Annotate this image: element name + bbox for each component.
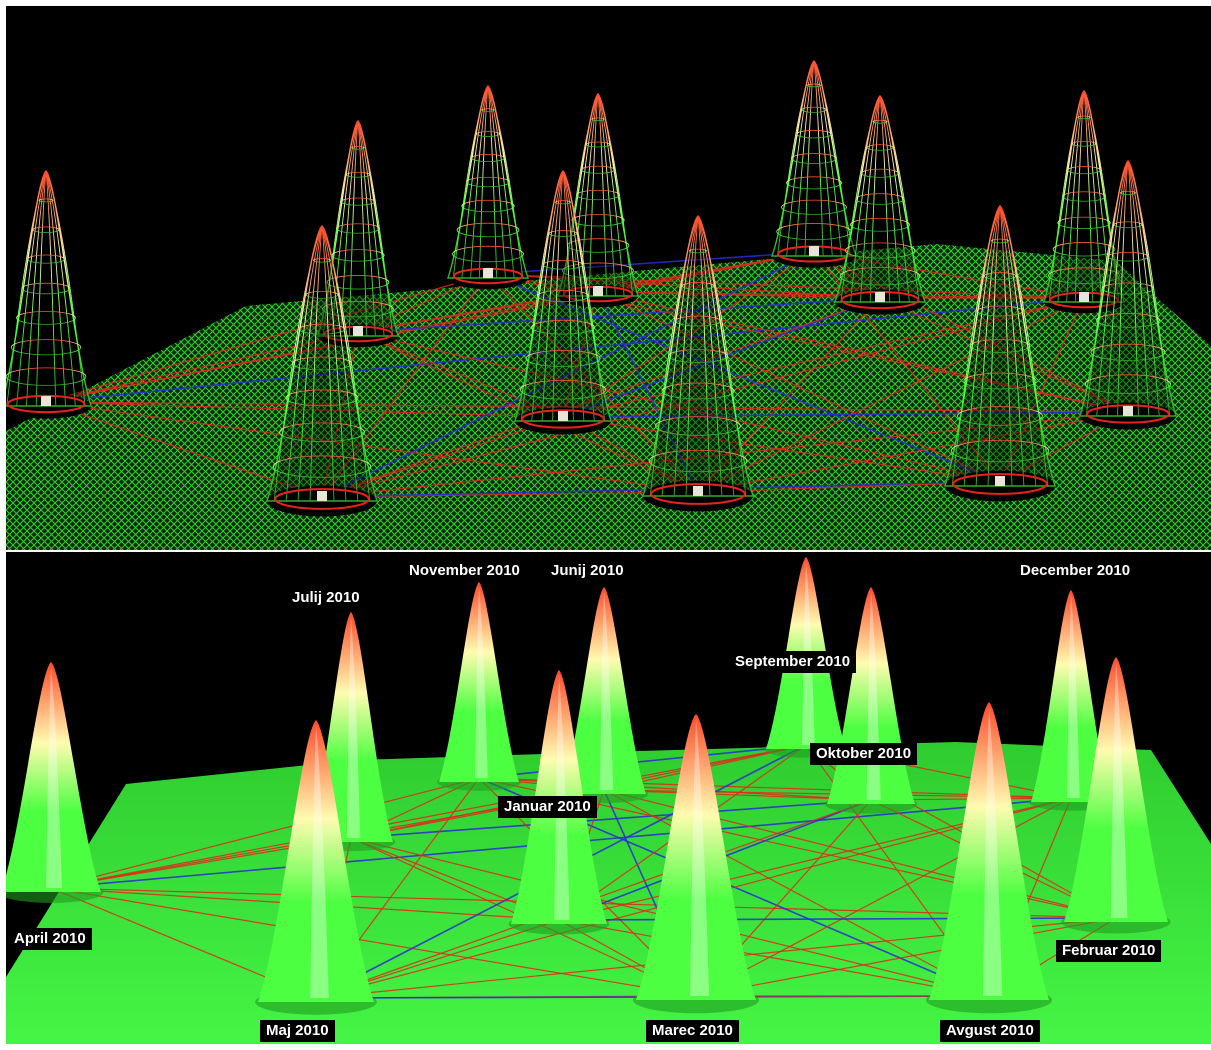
network-link	[321, 297, 1085, 498]
shaded-peak	[824, 587, 918, 814]
network-link	[487, 273, 1001, 483]
network-link	[45, 401, 1129, 413]
wireframe-landscape-view	[6, 6, 1211, 550]
label-januar-2010: Januar 2010	[498, 796, 597, 818]
wireframe-peak	[771, 60, 857, 268]
shaded-peak	[6, 662, 104, 903]
network-link	[478, 744, 807, 779]
network-link	[697, 411, 1129, 493]
network-link	[562, 297, 881, 418]
network-link	[45, 331, 359, 403]
shaded-peak	[1029, 590, 1113, 811]
network-link	[562, 291, 599, 418]
network-link	[50, 777, 480, 889]
wireframe-peak	[944, 204, 1056, 502]
network-link	[813, 251, 1085, 299]
network-link	[597, 291, 1001, 483]
shaded-peak	[437, 582, 521, 791]
shaded-peak	[1061, 657, 1171, 934]
shaded-peak	[633, 714, 759, 1014]
network-link	[321, 251, 815, 498]
network-link	[50, 887, 697, 997]
label-julij-2010: Julij 2010	[292, 589, 360, 606]
wireframe-peak	[266, 225, 378, 517]
network-link	[603, 789, 872, 801]
network-link	[558, 919, 990, 997]
network-link	[697, 297, 1085, 493]
label-december-2010: December 2010	[1020, 562, 1131, 579]
wireframe-landscape-canvas	[6, 60, 1211, 550]
label-marec-2010: Marec 2010	[646, 1020, 739, 1042]
wireframe-peak	[1043, 89, 1125, 314]
label-maj-2010: Maj 2010	[260, 1020, 335, 1042]
network-link	[562, 297, 1085, 418]
shaded-peak	[926, 702, 1052, 1014]
network-link	[321, 273, 489, 498]
network-link	[562, 251, 815, 418]
label-november-2010: November 2010	[409, 562, 520, 579]
network-link	[357, 331, 564, 418]
label-februar-2010: Februar 2010	[1056, 940, 1162, 962]
mesh-ground-plane	[6, 244, 1211, 550]
wireframe-peak	[447, 85, 529, 290]
wireframe-peak	[514, 169, 612, 435]
network-link	[813, 251, 1129, 413]
network-link	[45, 273, 489, 403]
network-link	[999, 297, 1085, 483]
network-link	[603, 789, 990, 997]
label-september-2010: September 2010	[729, 651, 857, 673]
network-link	[321, 411, 1129, 498]
wireframe-peak	[642, 214, 754, 512]
network-link	[562, 411, 1129, 418]
network-link	[45, 401, 564, 418]
network-link	[45, 401, 323, 498]
shaded-peak	[255, 720, 377, 1015]
network-link	[695, 917, 1117, 997]
network-link	[350, 799, 872, 839]
network-link	[597, 291, 1129, 413]
network-link	[321, 416, 564, 498]
shaded-landscape-canvas	[6, 557, 1211, 1044]
network-link	[487, 273, 881, 299]
network-link	[357, 297, 881, 333]
network-link	[879, 297, 1129, 413]
network-link	[321, 297, 881, 498]
label-april-2010: April 2010	[8, 928, 92, 950]
label-junij-2010: Junij 2010	[551, 562, 624, 579]
label-avgust-2010: Avgust 2010	[940, 1020, 1040, 1042]
network-link	[813, 251, 1001, 483]
wireframe-peak	[1079, 159, 1177, 430]
network-links-wireframe	[45, 251, 1129, 498]
network-link	[357, 331, 1001, 483]
wireframe-peak	[834, 95, 926, 315]
network-link	[562, 416, 1001, 483]
wireframe-peak	[557, 92, 639, 308]
network-link	[45, 401, 699, 493]
network-link	[697, 297, 881, 493]
label-oktober-2010: Oktober 2010	[810, 743, 918, 765]
network-link	[50, 744, 807, 889]
wireframe-peak	[6, 169, 92, 419]
shaded-landscape-view: November 2010 Junij 2010 December 2010 J…	[6, 552, 1211, 1044]
